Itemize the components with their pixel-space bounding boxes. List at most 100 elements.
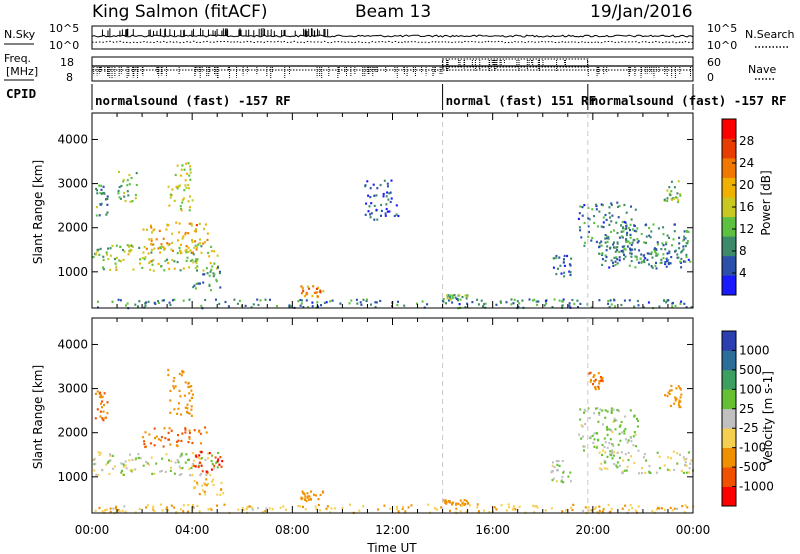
heatmap-cell [600,253,603,256]
heatmap-cell [663,198,666,201]
heatmap-cell [459,499,462,502]
heatmap-cell [459,504,462,507]
heatmap-cell [629,436,632,439]
heatmap-cell [579,408,582,411]
heatmap-cell [180,452,183,455]
heatmap-cell [95,187,98,190]
heatmap-cell [678,247,681,250]
noise-search-trace [91,40,694,44]
heatmap-cell [109,507,112,510]
colorbar-tick-label: -25 [739,421,759,435]
heatmap-cell [317,503,320,507]
heatmap-cell [601,510,604,513]
heatmap-cell [213,467,216,470]
heatmap-cell [111,454,114,457]
heatmap-cell [687,471,690,474]
heatmap-cell [551,479,554,482]
heatmap-cell [164,470,167,473]
heatmap-cell [126,184,129,187]
heatmap-cell [103,392,106,395]
heatmap-cell [606,245,609,248]
heatmap-cell [612,261,614,264]
heatmap-cell [220,465,223,468]
heatmap-cell [147,252,150,255]
heatmap-cell [686,240,689,243]
heatmap-cell [216,504,218,507]
heatmap-cell [146,504,149,507]
heatmap-cell [648,263,650,266]
heatmap-cell [646,258,649,261]
heatmap-cell [676,462,679,465]
heatmap-cell [204,458,207,461]
heatmap-cell [633,305,636,308]
heatmap-cell [626,441,629,444]
heatmap-cell [682,456,685,459]
heatmap-cell [594,378,597,381]
heatmap-cell [188,437,191,440]
heatmap-cell [675,387,678,390]
heatmap-cell [451,301,454,304]
heatmap-cell [457,502,460,505]
heatmap-cell [271,508,274,511]
heatmap-cell [583,449,585,452]
heatmap-cell [677,403,680,407]
heatmap-cell [670,197,673,200]
heatmap-cell [193,284,196,287]
heatmap-cell [620,235,623,238]
heatmap-cell [650,251,653,254]
heatmap-cell [188,392,191,395]
heatmap-cell [598,382,601,385]
heatmap-cell [578,433,581,436]
heatmap-cell [152,243,155,246]
heatmap-cell [114,506,117,510]
heatmap-cell [616,262,619,265]
colorbar-swatch [722,177,736,198]
heatmap-cell [198,510,201,513]
heatmap-cell [620,250,623,253]
heatmap-cell [124,460,127,463]
heatmap-cell [121,509,124,512]
heatmap-cell [216,493,219,496]
heatmap-cell [593,432,596,435]
heatmap-cell [683,511,686,514]
heatmap-cell [143,258,146,261]
heatmap-cell [623,245,626,248]
heatmap-cell [148,463,150,466]
heatmap-cell [627,451,630,454]
heatmap-cell [129,453,132,456]
heatmap-cell [458,294,461,297]
heatmap-cell [615,221,618,224]
heatmap-cell [427,503,430,506]
heatmap-cell [665,265,668,268]
heatmap-cell [306,496,309,499]
heatmap-cell [95,206,98,209]
heatmap-cell [537,300,540,303]
heatmap-cell [589,371,592,374]
heatmap-cell [319,289,322,292]
heatmap-cell [122,258,125,261]
heatmap-cell [315,287,318,290]
heatmap-cell [385,203,388,206]
heatmap-cell [634,509,637,512]
heatmap-cell [252,303,255,306]
heatmap-cell [685,253,688,256]
heatmap-cell [533,511,536,514]
heatmap-cell [118,170,120,173]
heatmap-cell [620,230,623,233]
heatmap-cell [169,196,172,199]
heatmap-cell [569,271,572,274]
heatmap-cell [610,259,613,262]
heatmap-cell [562,261,565,264]
heatmap-cell [173,377,176,380]
heatmap-cell [593,412,596,415]
heatmap-cell [191,396,194,400]
heatmap-cell [563,275,566,278]
heatmap-cell [623,203,626,207]
heatmap-cell [601,409,604,412]
heatmap-cell [180,439,183,443]
heatmap-cell [583,204,586,207]
heatmap-cell [146,228,148,231]
heatmap-cell [662,226,665,229]
heatmap-cell [674,223,676,226]
